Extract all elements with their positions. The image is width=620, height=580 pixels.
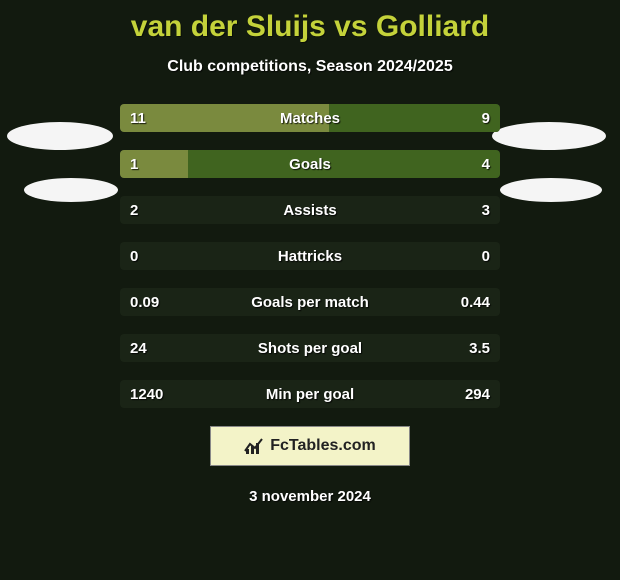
stat-row: 14Goals [120,150,500,178]
stat-label: Matches [120,104,500,132]
stat-row: 0.090.44Goals per match [120,288,500,316]
source-badge-text: FcTables.com [270,437,376,455]
date-text: 3 november 2024 [0,488,620,505]
stat-label: Shots per goal [120,334,500,362]
page-title: van der Sluijs vs Golliard [0,0,620,44]
player-oval [24,178,118,202]
stats-comparison: 119Matches 14Goals 23Assists 00Hattricks 0.0… [120,104,500,408]
stat-row: 1240294Min per goal [120,380,500,408]
stat-label: Hattricks [120,242,500,270]
subtitle: Club competitions, Season 2024/2025 [0,58,620,76]
chart-icon [244,437,264,455]
stat-row: 00Hattricks [120,242,500,270]
stat-row: 23Assists [120,196,500,224]
stat-label: Min per goal [120,380,500,408]
stat-label: Goals per match [120,288,500,316]
stat-row: 243.5Shots per goal [120,334,500,362]
stat-row: 119Matches [120,104,500,132]
player-oval [7,122,113,150]
player-oval [492,122,606,150]
stat-label: Goals [120,150,500,178]
player-oval [500,178,602,202]
stat-label: Assists [120,196,500,224]
source-badge: FcTables.com [210,426,410,466]
